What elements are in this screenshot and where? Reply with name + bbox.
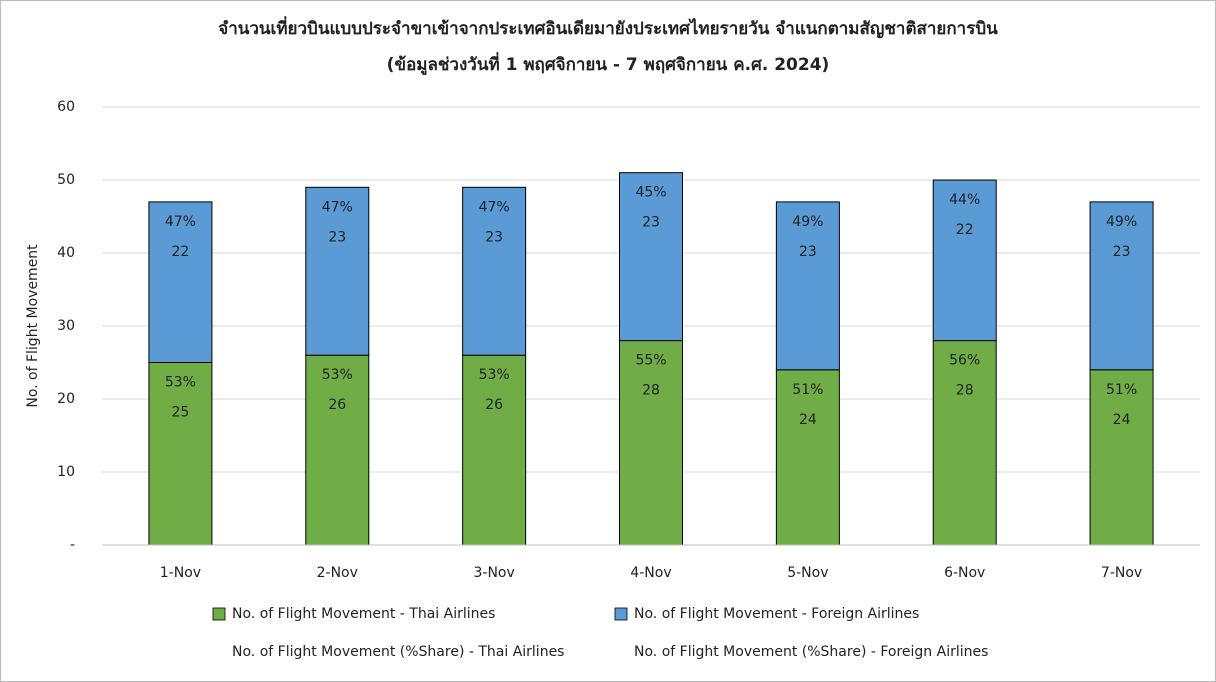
bar-segment (619, 340, 683, 546)
share-label: 53% (479, 367, 510, 383)
data-label: 23 (328, 229, 346, 245)
bar-segment (462, 354, 527, 546)
data-label: 23 (485, 229, 503, 245)
bar-segment (305, 186, 370, 356)
y-tick-label: 50 (57, 172, 75, 188)
share-label: 49% (1106, 214, 1137, 230)
legend-label: No. of Flight Movement (%Share) - Foreig… (634, 644, 988, 660)
x-tick-label: 3-Nov (473, 565, 514, 581)
y-tick-label: 10 (57, 464, 75, 480)
share-label: 53% (165, 375, 196, 391)
data-label: 25 (172, 405, 190, 421)
bar-segment (148, 201, 213, 363)
share-label: 51% (792, 382, 823, 398)
data-label: 22 (172, 244, 190, 260)
y-tick-label: 20 (57, 391, 75, 407)
bar-segment (775, 201, 840, 371)
bar-segment (775, 369, 840, 546)
data-label: 26 (328, 397, 346, 413)
bar-segment (148, 362, 213, 546)
share-label: 56% (949, 353, 980, 369)
data-label: 23 (1113, 244, 1131, 260)
bar-segment (932, 340, 997, 546)
data-label: 28 (956, 383, 974, 399)
data-label: 26 (485, 397, 503, 413)
data-label: 24 (799, 412, 817, 428)
data-label: 24 (1113, 412, 1131, 428)
bar-segment (932, 179, 997, 342)
share-label: 47% (479, 199, 510, 215)
bar-segment (1089, 369, 1154, 546)
x-tick-label: 7-Nov (1101, 565, 1142, 581)
share-label: 45% (635, 185, 666, 201)
share-label: 44% (949, 192, 980, 208)
share-label: 49% (792, 214, 823, 230)
legend-swatch (614, 607, 628, 621)
x-tick-label: 2-Nov (317, 565, 358, 581)
bar-segment (462, 186, 527, 356)
y-tick-label: - (70, 537, 75, 553)
data-label: 28 (642, 383, 660, 399)
legend-label: No. of Flight Movement (%Share) - Thai A… (232, 644, 564, 660)
x-tick-label: 5-Nov (787, 565, 828, 581)
legend-swatch (212, 607, 226, 621)
share-label: 51% (1106, 382, 1137, 398)
share-label: 55% (635, 353, 666, 369)
y-tick-label: 40 (57, 245, 75, 261)
chart-title: จำนวนเที่ยวบินแบบประจำขาเข้าจากประเทศอิน… (218, 16, 998, 39)
bar-segment (1089, 201, 1154, 371)
bar-segment (305, 354, 370, 546)
bar-segment (619, 172, 683, 342)
legend-label: No. of Flight Movement - Thai Airlines (232, 606, 495, 622)
data-label: 23 (799, 244, 817, 260)
legend-label: No. of Flight Movement - Foreign Airline… (634, 606, 919, 622)
y-tick-label: 30 (57, 318, 75, 334)
share-label: 47% (322, 199, 353, 215)
y-tick-label: 60 (57, 99, 75, 115)
x-tick-label: 6-Nov (944, 565, 985, 581)
data-label: 22 (956, 222, 974, 238)
x-tick-label: 1-Nov (160, 565, 201, 581)
share-label: 47% (165, 214, 196, 230)
chart-subtitle: (ข้อมูลช่วงวันที่ 1 พฤศจิกายน - 7 พฤศจิก… (387, 52, 830, 76)
x-tick-label: 4-Nov (630, 565, 671, 581)
share-label: 53% (322, 367, 353, 383)
y-axis-label: No. of Flight Movement (25, 244, 41, 408)
data-label: 23 (642, 215, 660, 231)
